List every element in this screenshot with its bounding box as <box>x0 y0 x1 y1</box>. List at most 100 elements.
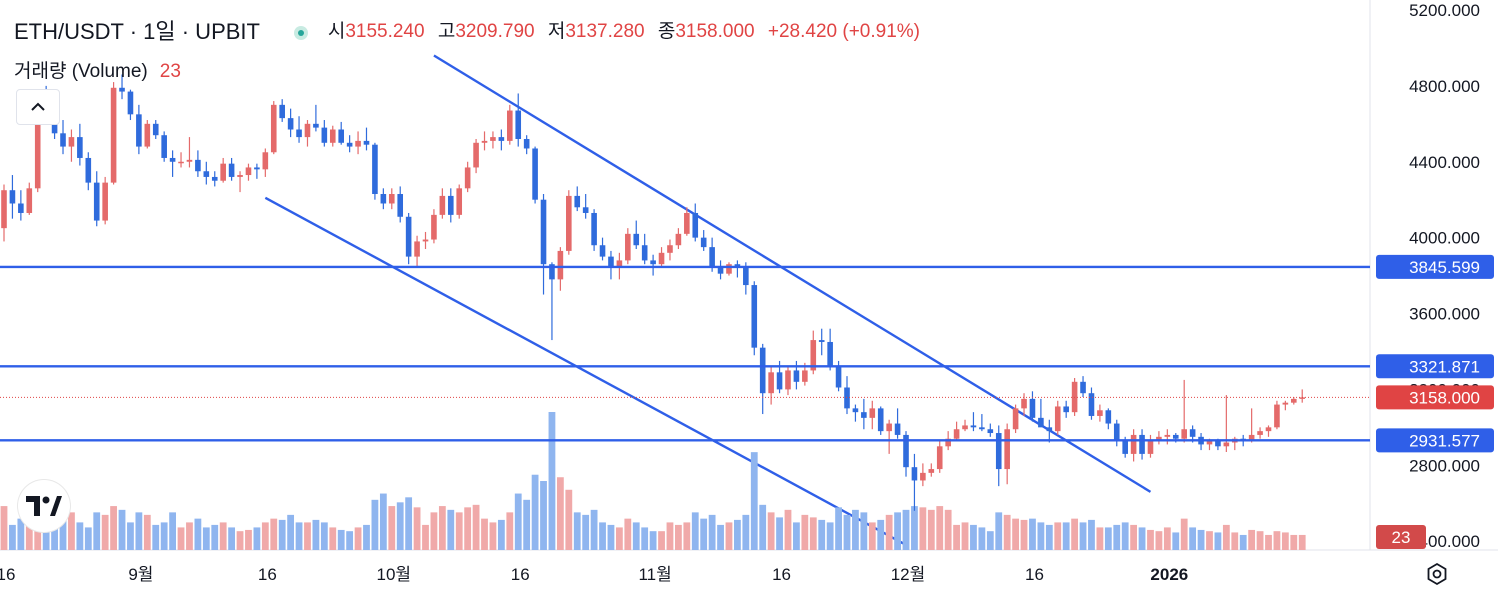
candle-body <box>591 212 597 246</box>
time-tick-label: 16 <box>511 565 530 584</box>
price-tick-label: 2800.000 <box>1409 456 1480 475</box>
volume-bar <box>270 518 278 550</box>
candle-body <box>178 161 184 164</box>
tradingview-logo-icon[interactable] <box>18 480 70 532</box>
volume-bar <box>245 529 252 550</box>
symbol-title[interactable]: ETH/USDT · 1일 · UPBIT <box>14 19 260 44</box>
volume-bar <box>363 524 370 550</box>
time-tick-label: 10월 <box>376 565 411 584</box>
last-volume-tag <box>1376 525 1426 549</box>
time-tick-label: 16 <box>1025 565 1044 584</box>
candles <box>1 74 1306 511</box>
volume-bar <box>438 506 446 550</box>
volume-bar <box>17 518 25 550</box>
price-tick-label: 4800.000 <box>1409 77 1480 96</box>
candle-body <box>684 212 690 234</box>
volume-bar <box>1062 522 1070 550</box>
candle-body <box>152 123 159 136</box>
volume-bar <box>1214 532 1222 550</box>
volume-bar <box>1239 534 1247 550</box>
volume-legend[interactable]: 거래량 (Volume) 23 <box>14 56 181 83</box>
volume-bar <box>1079 522 1087 550</box>
candle-body <box>220 163 226 181</box>
candle-body <box>1029 398 1036 418</box>
volume-bar <box>186 522 193 550</box>
volume-bar <box>101 514 109 550</box>
candle-body <box>625 233 631 261</box>
volume-bar <box>1180 518 1188 550</box>
volume-bar <box>1155 531 1163 550</box>
candle-body <box>894 423 901 435</box>
candle-body <box>414 241 420 257</box>
volume-bar <box>565 489 573 550</box>
volume-bar <box>68 512 75 550</box>
volume-bar <box>76 522 84 550</box>
candle-body <box>549 264 555 280</box>
volume-bar <box>927 509 935 550</box>
volume-bar <box>135 512 143 550</box>
price-tick-label: 4000.000 <box>1409 229 1480 248</box>
volume-bar <box>169 512 176 550</box>
candle-body <box>532 148 538 200</box>
volume-bar <box>1231 532 1239 550</box>
volume-bar <box>658 531 665 550</box>
candle-body <box>1063 406 1069 413</box>
candle-body <box>473 142 479 168</box>
chart-header: ETH/USDT · 1일 · UPBIT 시3155.240 고3209.79… <box>14 14 928 46</box>
volume-bar <box>1206 531 1213 550</box>
volume-bar <box>1222 524 1230 550</box>
volume-bar <box>320 522 328 550</box>
volume-bar <box>253 527 261 550</box>
candle-body <box>1156 436 1162 441</box>
volume-bar <box>379 493 387 550</box>
volume-bar <box>666 522 674 550</box>
candle-body <box>1046 427 1053 432</box>
candle-body <box>658 252 665 265</box>
collapse-legend-button[interactable] <box>16 89 60 125</box>
candle-body <box>1223 442 1230 447</box>
volume-bar <box>489 522 497 550</box>
candle-body <box>1215 440 1221 447</box>
candle-body <box>641 245 648 261</box>
volume-bar <box>329 527 337 550</box>
volume-bar <box>809 517 817 550</box>
volume-bar <box>84 527 92 550</box>
close-label: 종 <box>657 21 676 42</box>
candle-body <box>186 159 193 162</box>
time-axis[interactable]: 16 9월 16 10월 16 11월 16 12월 16 2026 <box>0 565 1188 584</box>
candle-body <box>1038 417 1044 428</box>
volume-bar <box>1071 518 1079 550</box>
volume-bar <box>523 499 531 550</box>
volume-bar <box>413 507 421 550</box>
price-tick-label: 4400.000 <box>1409 153 1480 172</box>
candle-body <box>1248 434 1255 441</box>
volume-bar <box>894 512 901 550</box>
ohlc-values: 시3155.240 고3209.790 저3137.280 종3158.000 … <box>328 21 928 42</box>
volume-bar <box>143 514 151 550</box>
market-status-icon[interactable] <box>293 26 308 40</box>
volume-bar <box>472 504 480 550</box>
price-tick-label-partial: 2400.000 <box>1409 532 1480 551</box>
volume-bar <box>1138 527 1146 550</box>
candle-body <box>962 425 968 430</box>
price-labels: 3845.599 3321.871 2931.577 3158.000 23 <box>1376 254 1494 549</box>
volume-bar <box>422 524 429 550</box>
settings-button[interactable] <box>1423 560 1451 588</box>
candle-body <box>743 267 749 286</box>
candle-body <box>582 207 589 213</box>
volume-bar <box>295 522 303 550</box>
candle-body <box>68 137 75 147</box>
volume-bar <box>1029 518 1036 550</box>
candle-body <box>287 118 294 130</box>
price-axis[interactable]: 5200.000 4800.000 4400.000 4000.000 3600.000… <box>1409 1 1480 551</box>
candle-body <box>195 159 201 172</box>
candle-body <box>1274 404 1280 428</box>
volume-bar <box>1265 534 1272 550</box>
volume-bar <box>978 527 986 550</box>
volume-bar <box>683 522 691 550</box>
candle-body <box>439 195 446 215</box>
candle-body <box>675 233 682 246</box>
candle-body <box>557 250 564 280</box>
volume-bar <box>742 514 750 550</box>
